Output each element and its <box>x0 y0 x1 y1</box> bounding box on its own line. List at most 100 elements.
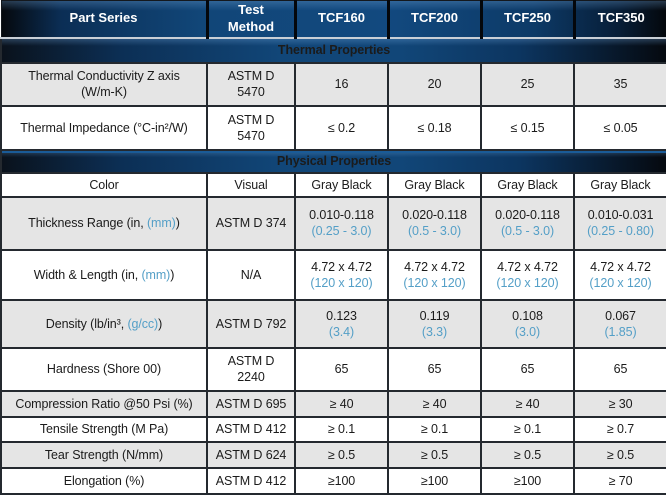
label-text: Elongation (%) <box>63 473 145 488</box>
value-cell: 4.72 x 4.72 (120 x 120) <box>387 248 482 301</box>
table-row: Thermal Conductivity Z axis (W/m-K) ASTM… <box>0 61 666 107</box>
table-row: Color Visual Gray Black Gray Black Gray … <box>0 171 666 198</box>
label-text: Density (lb/in³, <box>45 316 128 331</box>
label-text: Thermal Conductivity Z axis (W/m-K) <box>28 69 180 100</box>
value-cell: 0.108 (3.0) <box>480 298 575 349</box>
property-label: Hardness (Shore 00) <box>0 346 208 392</box>
property-label: Color <box>0 171 208 198</box>
table-row: Tear Strength (N/mm) ASTM D 624 ≥ 0.5 ≥ … <box>0 440 666 469</box>
value-cell: ≥ 0.5 <box>294 440 389 469</box>
value-cell: ≥ 40 <box>480 389 575 418</box>
label-end: ) <box>170 267 175 282</box>
header-row: Part Series Test Method TCF160 TCF200 TC… <box>0 0 666 38</box>
property-label: Compression Ratio @50 Psi (%) <box>0 389 208 418</box>
value-cell: ≤ 0.2 <box>294 104 389 151</box>
header-part-series: Part Series <box>0 0 207 38</box>
table-row: Density (lb/in³, (g/cc)) ASTM D 792 0.12… <box>0 298 666 349</box>
header-test-method: Test Method <box>205 0 295 38</box>
test-method-cell: ASTM D 624 <box>206 440 296 469</box>
table-row: Thermal Impedance (°C-in²/W) ASTM D 5470… <box>0 104 666 151</box>
value-cell: ≥ 0.7 <box>573 415 666 443</box>
value-cell: 0.010-0.031 (0.25 - 0.80) <box>573 195 666 251</box>
label-end: ) <box>175 216 180 231</box>
value-cell: ≥ 30 <box>573 389 666 418</box>
value-cell: Gray Black <box>387 171 482 198</box>
value-cell: ≥ 0.1 <box>294 415 389 443</box>
property-label: Thermal Conductivity Z axis (W/m-K) <box>0 61 208 107</box>
property-label: Thickness Range (in, (mm)) <box>0 195 208 251</box>
test-method-cell: ASTM D 412 <box>206 466 296 495</box>
value-cell: ≥ 40 <box>387 389 482 418</box>
value-cell: 4.72 x 4.72 (120 x 120) <box>294 248 389 301</box>
property-label: Width & Length (in, (mm)) <box>0 248 208 301</box>
value-cell: ≥100 <box>294 466 389 495</box>
label-text: Tensile Strength (M Pa) <box>39 422 169 437</box>
table-row: Tensile Strength (M Pa) ASTM D 412 ≥ 0.1… <box>0 415 666 443</box>
value-cell: ≥100 <box>480 466 575 495</box>
label-text: Tear Strength (N/mm) <box>44 447 164 462</box>
label-accent: (mm) <box>146 216 176 231</box>
value-cell: 0.123 (3.4) <box>294 298 389 349</box>
label-text: Hardness (Shore 00) <box>46 362 162 377</box>
value-cell: ≥ 0.5 <box>387 440 482 469</box>
value-cell: 20 <box>387 61 482 107</box>
value-cell: 65 <box>294 346 389 392</box>
table-row: Hardness (Shore 00) ASTM D 2240 65 65 65… <box>0 346 666 392</box>
table-row: Compression Ratio @50 Psi (%) ASTM D 695… <box>0 389 666 418</box>
label-text: Width & Length (in, <box>33 267 142 282</box>
value-cell: ≥ 0.5 <box>480 440 575 469</box>
test-method-cell: ASTM D 412 <box>206 415 296 443</box>
test-method-cell: ASTM D 5470 <box>206 61 296 107</box>
table-row: Thickness Range (in, (mm)) ASTM D 374 0.… <box>0 195 666 251</box>
section-title-physical: Physical Properties <box>0 148 666 174</box>
value-cell: 0.020-0.118 (0.5 - 3.0) <box>480 195 575 251</box>
value-cell: Gray Black <box>480 171 575 198</box>
test-method-cell: ASTM D 695 <box>206 389 296 418</box>
test-method-cell: ASTM D 2240 <box>206 346 296 392</box>
test-method-cell: ASTM D 792 <box>206 298 296 349</box>
value-cell: 0.067 (1.85) <box>573 298 666 349</box>
test-method-cell: Visual <box>206 171 296 198</box>
value-cell: ≥100 <box>387 466 482 495</box>
header-col-tcf160: TCF160 <box>293 0 388 38</box>
property-label: Density (lb/in³, (g/cc)) <box>0 298 208 349</box>
value-cell: ≥ 40 <box>294 389 389 418</box>
value-cell: 25 <box>480 61 575 107</box>
value-cell: Gray Black <box>573 171 666 198</box>
value-cell: ≤ 0.18 <box>387 104 482 151</box>
value-cell: 0.119 (3.3) <box>387 298 482 349</box>
value-cell: Gray Black <box>294 171 389 198</box>
test-method-cell: N/A <box>206 248 296 301</box>
table-row: Elongation (%) ASTM D 412 ≥100 ≥100 ≥100… <box>0 466 666 495</box>
label-text: Compression Ratio @50 Psi (%) <box>15 396 193 411</box>
property-label: Elongation (%) <box>0 466 208 495</box>
property-label: Thermal Impedance (°C-in²/W) <box>0 104 208 151</box>
property-label: Tear Strength (N/mm) <box>0 440 208 469</box>
header-col-tcf350: TCF350 <box>572 0 666 38</box>
value-cell: ≤ 0.15 <box>480 104 575 151</box>
value-cell: ≥ 70 <box>573 466 666 495</box>
value-cell: ≥ 0.1 <box>387 415 482 443</box>
value-cell: 65 <box>480 346 575 392</box>
value-cell: 4.72 x 4.72 (120 x 120) <box>480 248 575 301</box>
value-cell: 0.020-0.118 (0.5 - 3.0) <box>387 195 482 251</box>
table-row: Width & Length (in, (mm)) N/A 4.72 x 4.7… <box>0 248 666 301</box>
label-text: Color <box>89 177 119 192</box>
value-cell: 4.72 x 4.72 (120 x 120) <box>573 248 666 301</box>
value-cell: 35 <box>573 61 666 107</box>
value-cell: ≥ 0.5 <box>573 440 666 469</box>
value-cell: 0.010-0.118 (0.25 - 3.0) <box>294 195 389 251</box>
value-cell: 65 <box>573 346 666 392</box>
property-label: Tensile Strength (M Pa) <box>0 415 208 443</box>
label-accent: (mm) <box>141 267 171 282</box>
value-cell: 16 <box>294 61 389 107</box>
header-col-tcf250: TCF250 <box>479 0 574 38</box>
header-col-tcf200: TCF200 <box>386 0 481 38</box>
value-cell: 65 <box>387 346 482 392</box>
section-title-thermal: Thermal Properties <box>0 36 666 64</box>
value-cell: ≥ 0.1 <box>480 415 575 443</box>
label-text: Thermal Impedance (°C-in²/W) <box>20 120 188 135</box>
value-cell: ≤ 0.05 <box>573 104 666 151</box>
